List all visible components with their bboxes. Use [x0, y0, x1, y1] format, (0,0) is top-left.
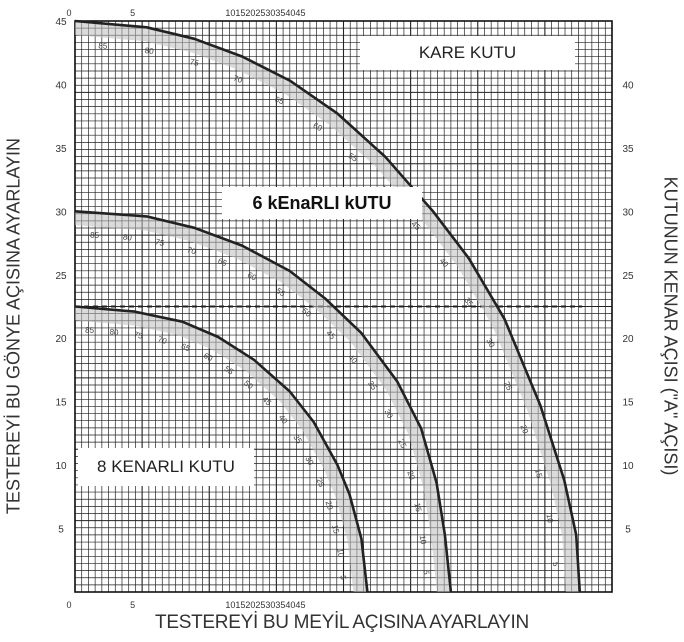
- edge-angle-label: 25: [396, 438, 408, 450]
- y-tick-label-right: 30: [622, 207, 634, 218]
- y-tick-label-left: 25: [55, 271, 67, 282]
- y-axis-title-left-text: TESTEREYİ BU GÖNYE AÇISINA AYARLAYIN: [3, 137, 24, 515]
- edge-angle-label: 25: [502, 380, 514, 392]
- y-tick-label-right: 10: [622, 461, 634, 472]
- edge-angle-label: 80: [144, 46, 155, 56]
- y-tick-label-left: 5: [58, 525, 64, 536]
- edge-angle-label: 60: [312, 121, 325, 133]
- edge-angle-label: 5: [339, 575, 348, 580]
- edge-angle-label: 5: [551, 562, 560, 568]
- x-tick-label-bottom: 5: [130, 600, 135, 610]
- edge-angle-label: 15: [412, 502, 423, 513]
- edge-angle-label: 10: [544, 513, 554, 524]
- edge-angle-label: 40: [438, 256, 451, 269]
- edge-angle-label: 15: [330, 524, 341, 535]
- edge-angle-label: 10: [418, 535, 428, 546]
- edge-angle-label: 20: [519, 424, 531, 436]
- series-label-kare-kutu: KARE KUTU: [360, 36, 575, 70]
- x-tick-label-top: 0: [66, 8, 71, 18]
- edge-angle-label: 20: [324, 500, 336, 512]
- y-tick-label-right: 5: [625, 525, 631, 536]
- edge-angle-label: 5: [422, 570, 431, 575]
- y-tick-label-right: 35: [622, 144, 634, 155]
- edge-angle-label: 25: [314, 477, 326, 489]
- edge-angle-label: 65: [216, 256, 228, 268]
- edge-angle-label: 70: [232, 74, 244, 85]
- edge-angle-label: 30: [382, 408, 394, 421]
- y-tick-label-left: 35: [55, 144, 67, 155]
- edge-angle-label: 20: [405, 470, 417, 482]
- edge-angle-label: 55: [347, 151, 360, 164]
- edge-angle-label: 60: [246, 270, 259, 282]
- y-tick-label-left: 15: [55, 398, 67, 409]
- edge-angle-label: 45: [324, 329, 337, 342]
- x-tick-label-top: 1015202530354045: [225, 8, 305, 18]
- x-tick-label-bottom: 0: [66, 600, 71, 610]
- y-tick-label-left: 45: [55, 17, 67, 28]
- edge-angle-label: 50: [300, 306, 313, 319]
- edge-angle-label: 55: [223, 364, 236, 377]
- edge-angle-label: 40: [277, 413, 290, 426]
- y-tick-label-right: 15: [622, 398, 634, 409]
- edge-angle-label: 75: [189, 57, 200, 68]
- y-tick-label-left: 10: [55, 461, 67, 472]
- x-tick-label-bottom: 1015202530354045: [225, 600, 305, 610]
- edge-angle-label: 50: [242, 379, 255, 392]
- edge-angle-label: 70: [186, 245, 198, 257]
- series-curve: [74, 305, 369, 593]
- edge-angle-label: 80: [109, 327, 120, 337]
- edge-angle-label: 10: [335, 548, 345, 559]
- x-axis-title: TESTEREYİ BU MEYİL AÇISINA AYARLAYIN: [155, 612, 529, 633]
- edge-angle-label: 85: [85, 326, 95, 336]
- edge-angle-label: 65: [180, 342, 192, 354]
- edge-angle-label: 75: [133, 330, 144, 341]
- y-tick-label-right: 25: [622, 271, 634, 282]
- edge-angle-label: 15: [533, 468, 544, 479]
- edge-angle-label: 45: [260, 395, 273, 408]
- edge-angle-label: 45: [410, 219, 423, 232]
- edge-angle-label: 65: [273, 95, 285, 107]
- y-tick-label-right: 20: [622, 334, 634, 345]
- series-curve: [74, 19, 582, 593]
- y-tick-label-left: 20: [55, 334, 67, 345]
- edge-angle-label: 70: [157, 335, 169, 347]
- edge-angle-label: 85: [98, 41, 108, 50]
- edge-angle-label: 85: [90, 231, 100, 241]
- y-axis-title-right-text: KUTUNUN KENAR AÇISI ("A" AÇISI): [660, 176, 681, 476]
- series-label-8-kenarli-kutu: 8 KENARLI KUTU: [78, 448, 254, 486]
- y-tick-label-right: 40: [622, 80, 634, 91]
- y-tick-label-left: 30: [55, 207, 67, 218]
- x-tick-label-top: 5: [130, 8, 135, 18]
- edge-angle-label: 80: [122, 232, 133, 242]
- edge-angle-label: 60: [202, 351, 215, 363]
- y-tick-label-left: 40: [55, 80, 67, 91]
- series-label-6-kenarli-kutu: 6 kEnaRLI kUTU: [222, 187, 422, 219]
- series-curve: [74, 210, 453, 593]
- edge-angle-label: 75: [154, 237, 165, 248]
- edge-angle-label: 30: [484, 337, 497, 350]
